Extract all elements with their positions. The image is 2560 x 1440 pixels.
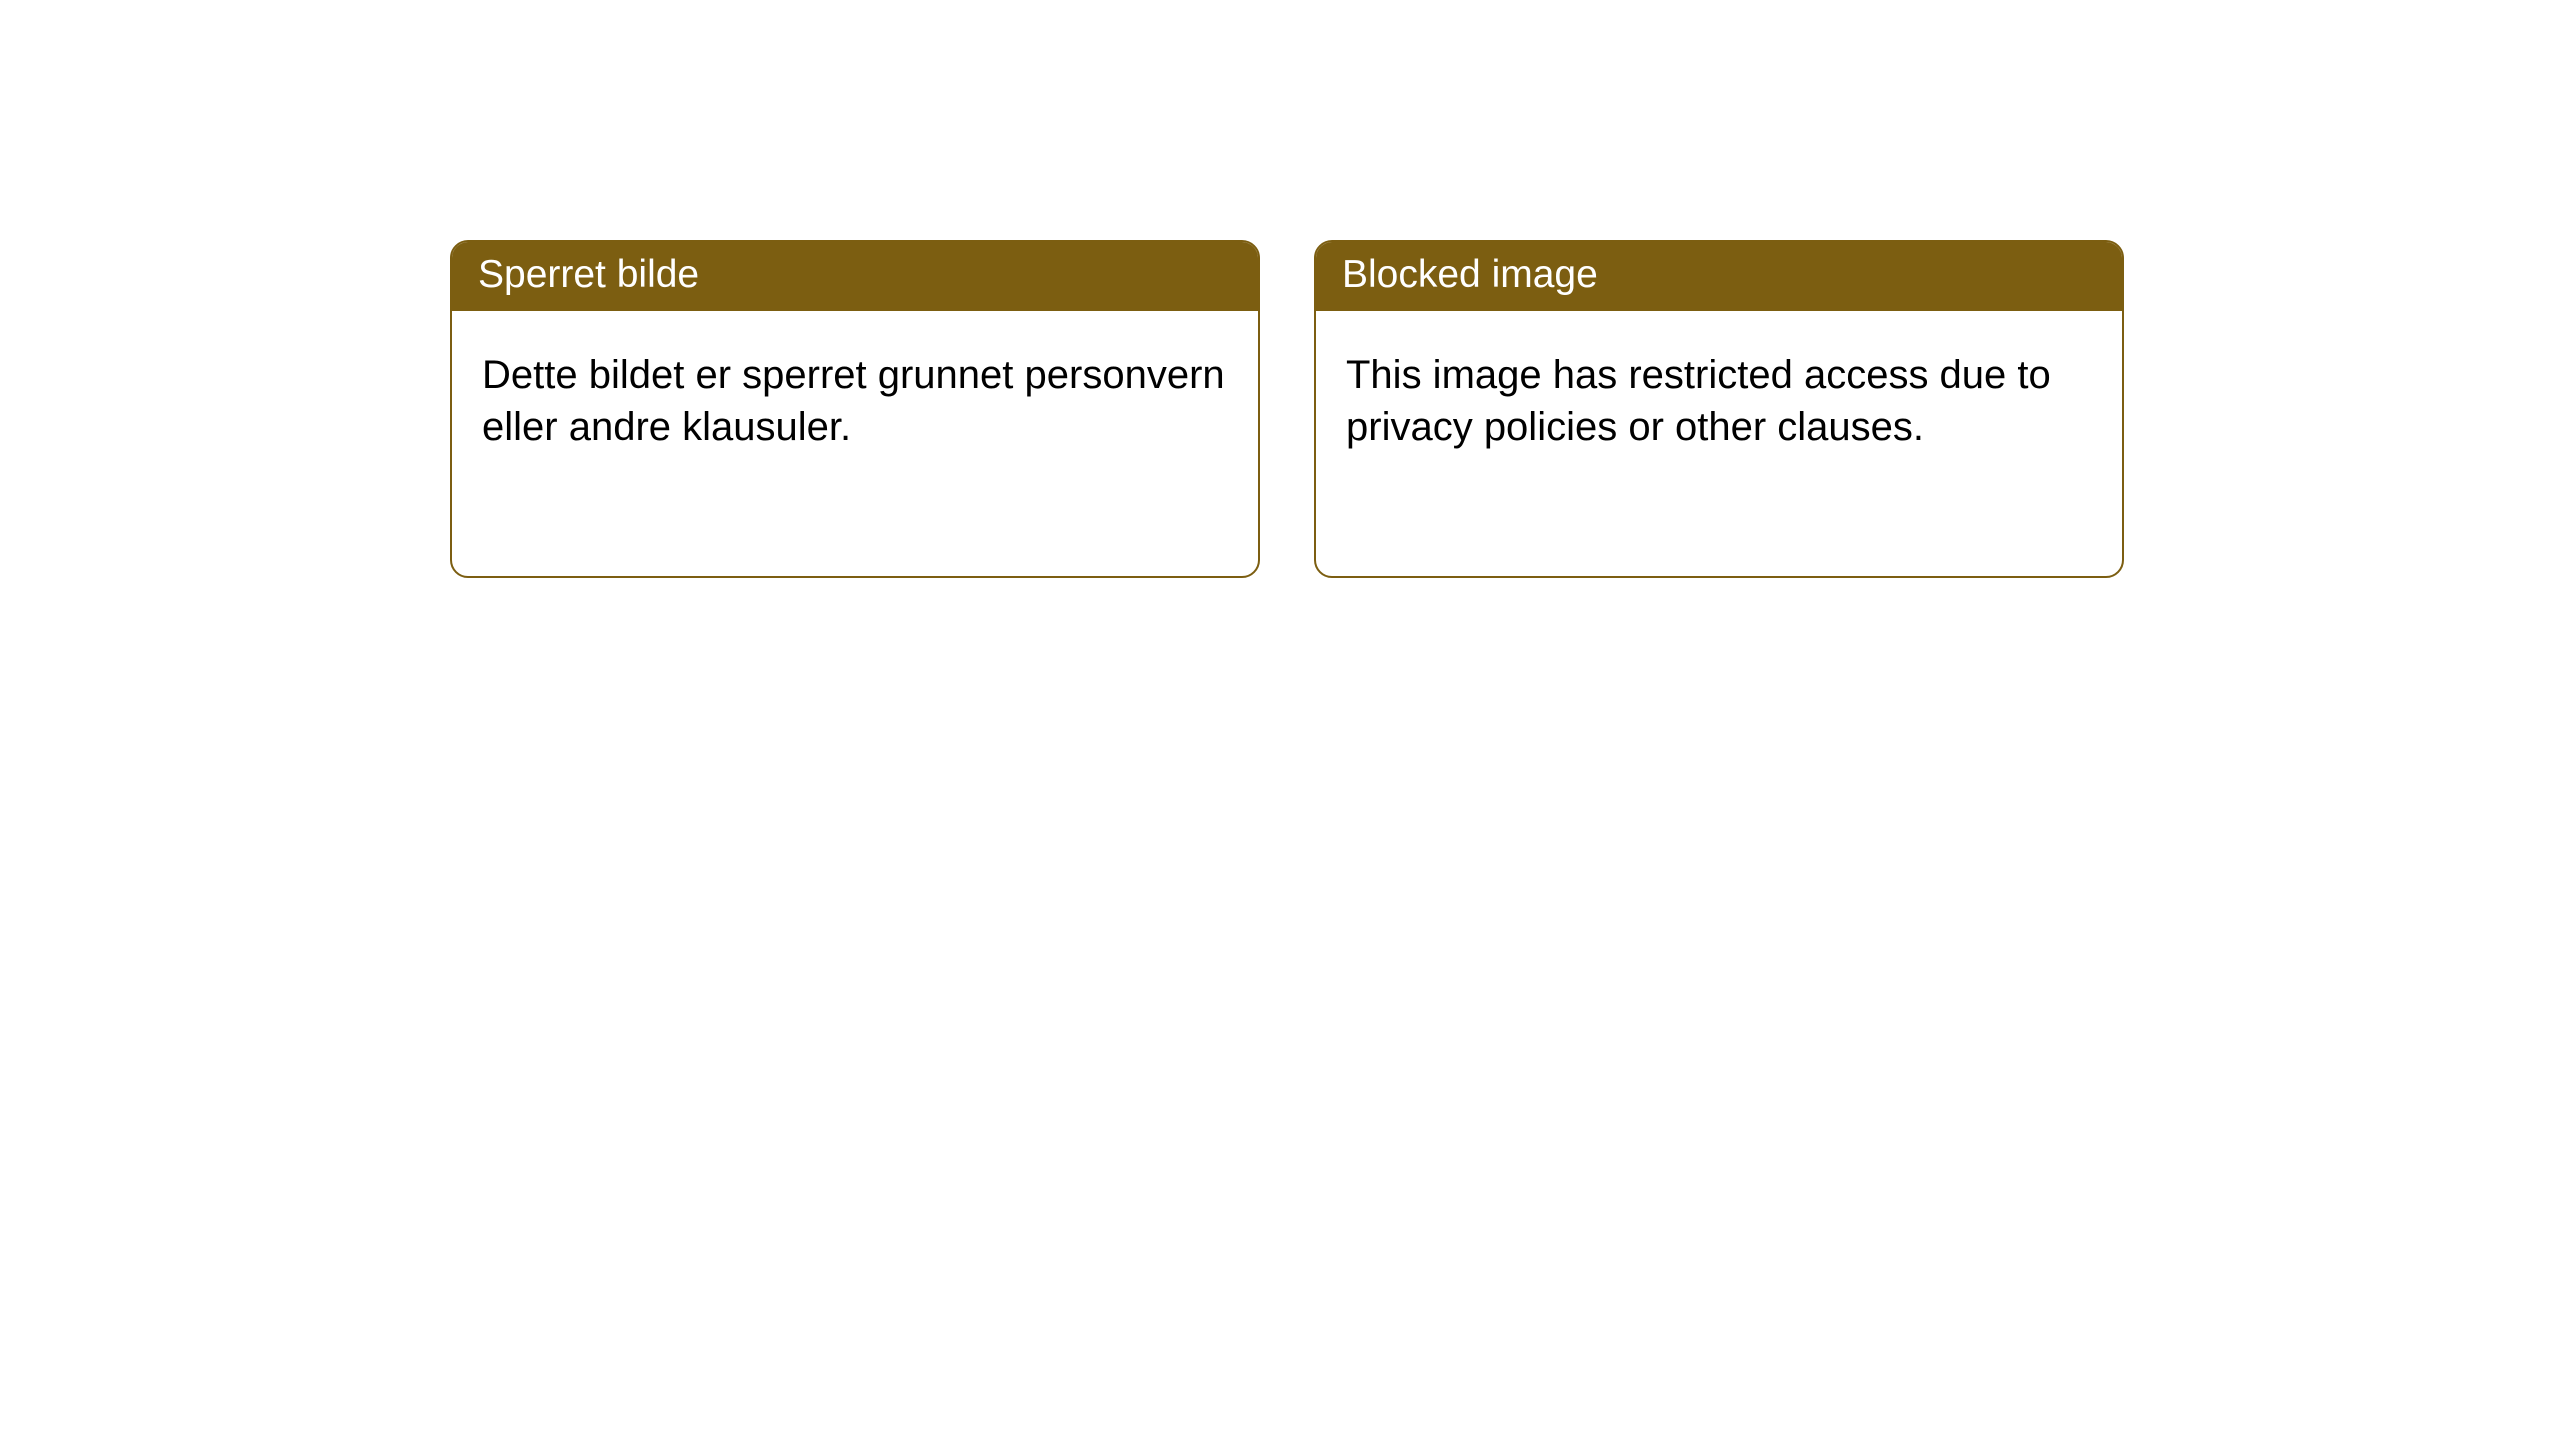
- notice-body: Dette bildet er sperret grunnet personve…: [452, 311, 1258, 477]
- notice-card-english: Blocked image This image has restricted …: [1314, 240, 2124, 578]
- notice-body: This image has restricted access due to …: [1316, 311, 2122, 477]
- notice-card-norwegian: Sperret bilde Dette bildet er sperret gr…: [450, 240, 1260, 578]
- notice-container: Sperret bilde Dette bildet er sperret gr…: [0, 0, 2560, 578]
- notice-header: Blocked image: [1316, 242, 2122, 311]
- notice-header: Sperret bilde: [452, 242, 1258, 311]
